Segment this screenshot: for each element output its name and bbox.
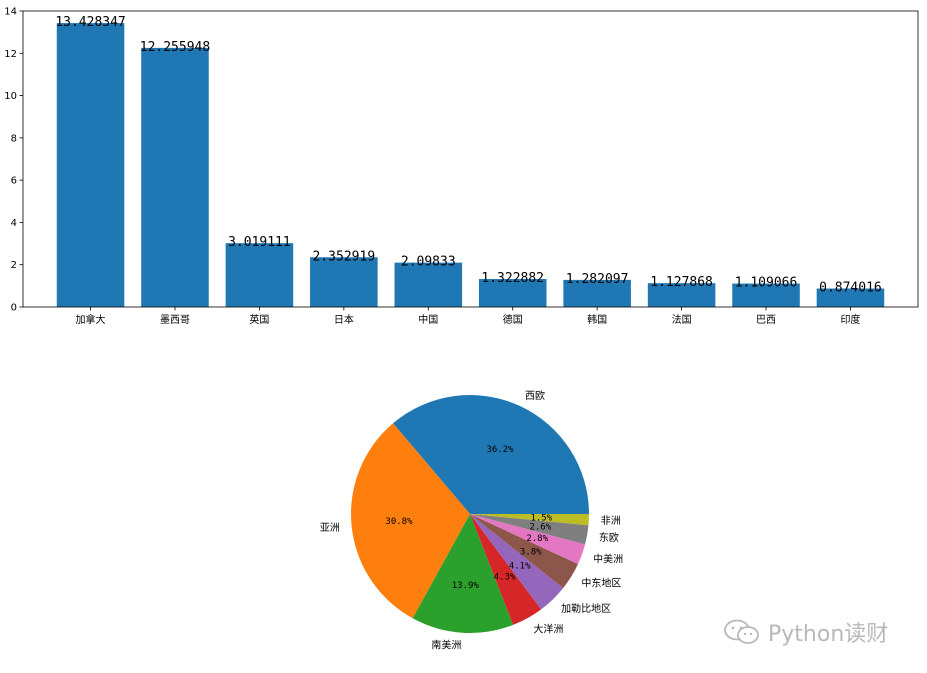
x-tick-label: 墨西哥	[160, 314, 190, 326]
bar-value-label: 1.322882	[481, 271, 544, 286]
x-tick-label: 英国	[249, 313, 269, 326]
y-tick-label: 4	[11, 218, 17, 229]
pie-percent-label: 1.5%	[530, 513, 552, 523]
bar	[225, 243, 294, 307]
x-tick-label: 印度	[840, 313, 860, 326]
pie-slice	[470, 514, 589, 545]
pie-percent-label: 4.3%	[494, 572, 516, 582]
pie-percent-label: 3.8%	[520, 547, 542, 557]
bar-value-label: 12.255948	[140, 40, 210, 55]
y-tick-label: 10	[4, 91, 17, 102]
watermark-text: Python读财	[768, 622, 889, 647]
pie-label: 南美洲	[431, 639, 461, 652]
bar-value-label: 0.874016	[819, 281, 882, 296]
y-tick-label: 6	[11, 176, 17, 187]
pie-slice	[351, 423, 470, 619]
pie-slice	[470, 514, 578, 589]
x-tick-label: 中国	[418, 313, 438, 326]
x-tick-label: 德国	[503, 313, 523, 326]
bar-chart: 13.428347 加拿大 12.255948 墨西哥 3.019111 英国 2.3529…	[4, 7, 919, 326]
x-tick-label: 韩国	[587, 313, 607, 326]
x-tick-label: 加拿大	[76, 313, 106, 326]
pie-label: 东欧	[599, 531, 619, 544]
bar	[647, 283, 716, 307]
pie-label: 大洋洲	[533, 623, 563, 636]
pie-chart: 西欧 36.2% 亚洲 30.8% 南美洲 13.9% 大洋洲 4.3% 加勒比地区 4.1% 中东…	[320, 390, 623, 651]
pie-label: 加勒比地区	[561, 602, 611, 615]
x-tick-label: 日本	[334, 313, 354, 326]
pie-label: 中东地区	[581, 577, 621, 590]
pie-label: 西欧	[525, 390, 545, 402]
bar-value-label: 2.352919	[313, 249, 376, 264]
bar	[56, 23, 125, 308]
pie-percent-label: 4.1%	[509, 561, 531, 571]
bar	[732, 283, 800, 307]
watermark: Python读财	[722, 616, 912, 648]
pie-percent-label: 30.8%	[385, 517, 413, 527]
pie-slice	[470, 514, 589, 526]
pie-slice	[412, 514, 514, 633]
y-tick-label: 0	[11, 303, 17, 314]
pie-label: 非洲	[601, 515, 621, 527]
y-tick-label: 2	[11, 260, 17, 271]
bar-value-label: 2.09833	[401, 255, 456, 270]
y-tick-label: 8	[11, 133, 17, 144]
bar-value-label: 1.109066	[735, 276, 798, 291]
bar-value-label: 13.428347	[55, 15, 125, 30]
pie-slice	[470, 514, 542, 625]
pie-label: 亚洲	[320, 522, 340, 534]
pie-slice	[470, 514, 564, 610]
pie-percent-label: 36.2%	[486, 445, 514, 455]
pie-slice	[393, 395, 589, 514]
wechat-icon	[724, 619, 759, 644]
plot-frame	[22, 10, 919, 308]
bar	[141, 47, 209, 308]
pie-percent-label: 13.9%	[452, 581, 480, 591]
pie-label: 中美洲	[593, 552, 623, 565]
x-tick-label: 巴西	[756, 314, 776, 326]
bar-value-label: 1.282097	[566, 272, 629, 287]
pie-percent-label: 2.8%	[526, 534, 548, 544]
bar	[478, 279, 547, 307]
pie-slice	[470, 514, 586, 564]
y-tick-label: 14	[4, 7, 17, 18]
bar	[816, 288, 885, 307]
bar	[563, 279, 631, 307]
bar-value-label: 3.019111	[228, 235, 291, 250]
bar	[394, 262, 463, 307]
bar	[310, 257, 378, 307]
y-tick-label: 12	[4, 49, 17, 60]
bar-value-label: 1.127868	[650, 275, 713, 290]
x-tick-label: 法国	[672, 313, 692, 326]
pie-percent-label: 2.6%	[529, 522, 551, 532]
